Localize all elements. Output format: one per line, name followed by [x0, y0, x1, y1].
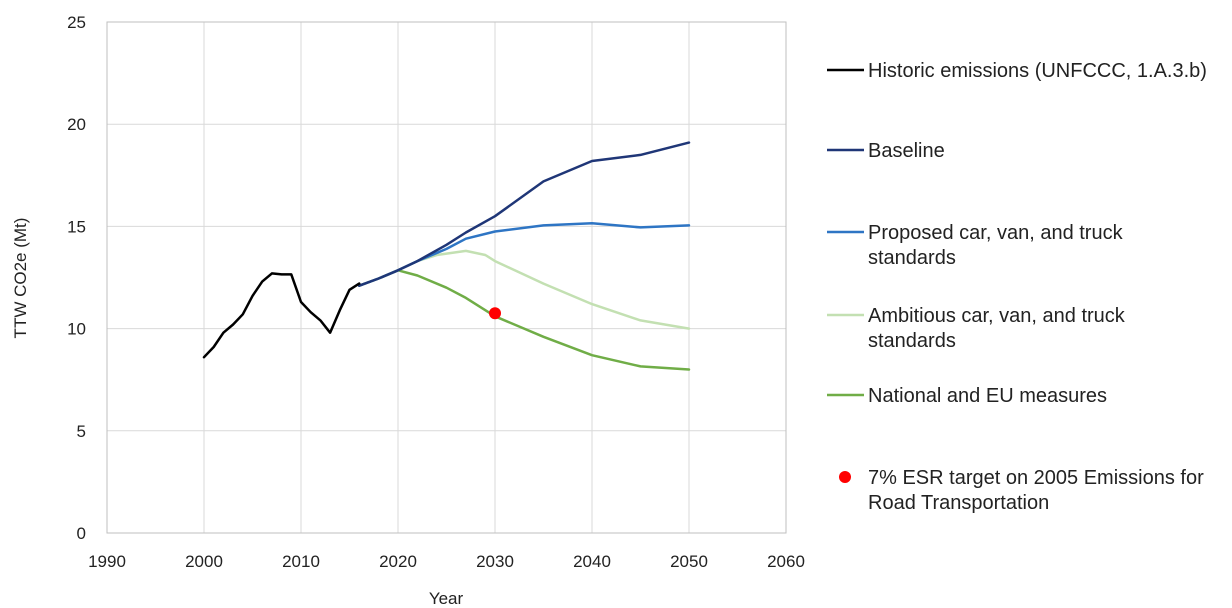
legend: Historic emissions (UNFCCC, 1.A.3.b) Base… [827, 60, 1207, 514]
legend-item: National and EU measures [827, 385, 1107, 407]
plot-area [106, 21, 787, 534]
y-tick-label: 0 [77, 524, 86, 543]
y-tick-label: 10 [67, 320, 86, 339]
legend-swatch [839, 471, 851, 483]
legend-label: standards [868, 247, 956, 269]
y-tick-label: 25 [67, 13, 86, 32]
legend-item: Ambitious car, van, and truck standards [827, 305, 1126, 352]
legend-item: Historic emissions (UNFCCC, 1.A.3.b) [827, 60, 1207, 82]
x-tick-label: 2060 [767, 552, 805, 571]
x-tick-label: 2040 [573, 552, 611, 571]
legend-label: Ambitious car, van, and truck [868, 305, 1126, 327]
y-tick-label: 20 [67, 115, 86, 134]
legend-label: standards [868, 330, 956, 352]
legend-label: Proposed car, van, and truck [868, 222, 1124, 244]
y-axis-title: TTW CO2e (Mt) [11, 218, 30, 339]
y-tick-label: 5 [77, 422, 86, 441]
x-axis-title: Year [429, 589, 464, 608]
series-line [357, 141, 691, 287]
legend-label: Baseline [868, 140, 945, 162]
x-tick-label: 1990 [88, 552, 126, 571]
x-tick-label: 2010 [282, 552, 320, 571]
y-tick-label: 15 [67, 217, 86, 236]
marker-layer [489, 307, 501, 320]
x-tick-label: 2000 [185, 552, 223, 571]
x-axis-ticks: 1990 2000 2010 2020 2030 2040 2050 2060 [88, 552, 805, 571]
legend-item: Proposed car, van, and truck standards [827, 222, 1124, 269]
legend-item: Baseline [827, 140, 945, 162]
legend-item: 7% ESR target on 2005 Emissions for Road … [839, 467, 1204, 514]
series-line [202, 272, 361, 359]
target-marker [489, 307, 501, 320]
y-axis-ticks: 0 5 10 15 20 25 [67, 13, 86, 543]
legend-label: Road Transportation [868, 492, 1049, 514]
legend-label: 7% ESR target on 2005 Emissions for [868, 467, 1204, 489]
x-tick-label: 2020 [379, 552, 417, 571]
series-layer [202, 141, 691, 371]
x-tick-label: 2030 [476, 552, 514, 571]
legend-label: National and EU measures [868, 385, 1107, 407]
x-tick-label: 2050 [670, 552, 708, 571]
legend-label: Historic emissions (UNFCCC, 1.A.3.b) [868, 60, 1207, 82]
